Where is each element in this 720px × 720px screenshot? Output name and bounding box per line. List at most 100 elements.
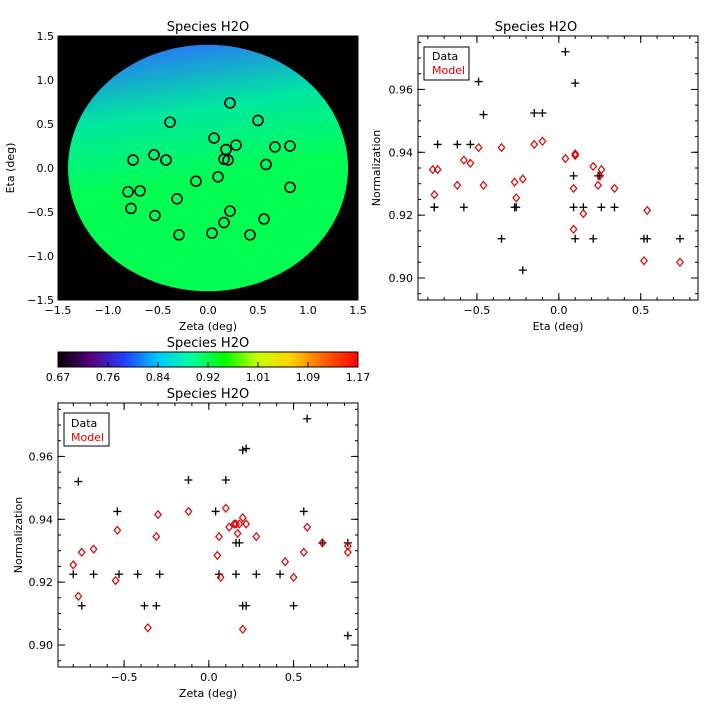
map-field [68, 44, 348, 292]
colorbar-tick-label: 0.92 [196, 371, 221, 384]
chart-eta-model-point [571, 149, 580, 159]
map-xtick-label: −1.5 [45, 304, 72, 317]
chart-zeta-model-point [184, 506, 193, 517]
chart-zeta-data-point [69, 570, 78, 579]
chart-eta-model-point [643, 205, 652, 216]
chart-zeta-model-point [281, 556, 290, 567]
map-position-marker [224, 205, 236, 217]
chart-eta-model-point [676, 257, 684, 268]
chart-zeta-model-point [111, 575, 120, 586]
chart-eta-xlabel: Eta (deg) [533, 320, 584, 333]
chart-zeta-points [69, 414, 352, 640]
chart-zeta-data-point [155, 570, 164, 579]
map-position-marker [244, 229, 256, 241]
chart-eta-model-point [453, 180, 462, 191]
chart-eta-data-point [571, 79, 580, 88]
chart-zeta-data-point [299, 507, 308, 516]
map-xtick-label: 1.0 [299, 304, 317, 317]
map-position-marker [252, 114, 264, 127]
map-xtick-label: −0.5 [145, 304, 172, 317]
chart-zeta-model-point [154, 509, 162, 520]
map-ytick-label: 0.5 [37, 118, 55, 131]
chart-eta-data-point [479, 110, 488, 119]
chart-eta-data-point [474, 77, 483, 86]
chart-zeta-model-point [215, 531, 224, 542]
chart-zeta-data-point [77, 601, 86, 610]
chart-zeta-data-point [231, 570, 240, 579]
chart-eta-model-point [569, 224, 578, 235]
map-ytick-label: 0.0 [37, 162, 55, 175]
map-position-marker [127, 154, 139, 166]
chart-eta-data-point [510, 203, 519, 212]
chart-eta-data-point [561, 47, 570, 56]
chart-eta-data-point [589, 234, 598, 243]
chart-eta-title: Species H2O [495, 20, 577, 35]
chart-eta-data-point [430, 203, 439, 212]
chart-eta-model-point [497, 142, 506, 153]
chart-eta-model-point [512, 193, 521, 203]
chart-eta-model-point [459, 155, 468, 165]
chart-zeta-model-point [343, 547, 352, 558]
chart-zeta-model-point [303, 522, 312, 532]
chart-eta-data-point [571, 234, 580, 243]
chart-zeta-model-point [299, 547, 308, 558]
chart-eta-data-point [675, 234, 684, 243]
chart-zeta-model-point [233, 528, 242, 539]
chart-eta-model-point [466, 158, 475, 169]
map-ytick-label: 1.5 [37, 30, 55, 43]
chart-eta-data-point [597, 203, 606, 212]
chart-eta-model-point [639, 255, 648, 266]
chart-zeta-data-point [303, 414, 312, 423]
map-position-marker [222, 154, 234, 166]
chart-eta-model-point [595, 171, 604, 181]
chart-eta-model-point [610, 183, 619, 194]
colorbar-tick-label: 1.01 [246, 371, 271, 384]
chart-zeta-data-point [152, 601, 161, 610]
chart-eta-model-point [571, 150, 580, 161]
chart-eta-data-point [459, 203, 468, 212]
chart-zeta-data-point [289, 601, 298, 610]
map-panel: Species H2O −1.5 −1.0 −0.5 0.0 0.5 1.0 1.5−1.5… [4, 20, 367, 333]
chart-eta-model-point [518, 174, 527, 184]
map-position-marker [206, 227, 218, 239]
chart-eta-data-point [538, 109, 547, 117]
map-position-marker [160, 154, 172, 166]
chart-eta-xtick-label: −0.5 [464, 304, 491, 317]
chart-zeta-xtick-label: 0.0 [200, 671, 218, 684]
chart-eta-data-point [610, 203, 619, 212]
chart-zeta-model-point [216, 572, 225, 583]
chart-eta-data-point [466, 140, 475, 149]
map-position-marker [230, 139, 242, 151]
map-position-marker [224, 97, 236, 109]
map-position-marker [149, 209, 161, 222]
chart-eta-ytick-label: 0.90 [389, 272, 414, 285]
chart-zeta-data-point [242, 444, 251, 453]
chart-zeta-ylabel: Normalization [12, 497, 25, 573]
chart-zeta-xtick-label: 0.5 [285, 671, 303, 684]
chart-zeta-data-point [238, 446, 247, 455]
chart-eta-xtick-label: 0.5 [632, 304, 650, 317]
chart-eta-xtick-label: 0.0 [550, 304, 568, 317]
chart-eta-legend-model: Model [432, 64, 465, 77]
chart-zeta-model-point [343, 541, 352, 551]
chart-eta-model-point [474, 142, 483, 153]
chart-eta-model-point [569, 183, 578, 194]
chart-zeta-model-point [152, 531, 161, 542]
chart-zeta-data-point [343, 631, 352, 640]
map-position-marker [190, 175, 202, 187]
chart-zeta-data-point [115, 570, 124, 579]
chart-eta-data-point [569, 203, 578, 212]
map-position-marker [125, 202, 137, 215]
chart-eta-model-point [530, 139, 539, 150]
colorbar-tick-label: 0.67 [46, 371, 71, 384]
colorbar-panel: Species H2O 0.67 0.76 0.84 0.92 1.01 1.09 1.17 [46, 336, 371, 384]
chart-zeta-ytick-label: 0.90 [29, 639, 54, 652]
chart-zeta-ytick-label: 0.92 [29, 576, 54, 589]
colorbar-tick-label: 0.84 [146, 371, 171, 384]
chart-eta-data-point [453, 140, 462, 149]
map-position-marker [122, 185, 134, 198]
chart-eta-data-point [518, 266, 527, 275]
chart-eta-model-point [561, 153, 570, 164]
map-position-marker [284, 181, 296, 194]
